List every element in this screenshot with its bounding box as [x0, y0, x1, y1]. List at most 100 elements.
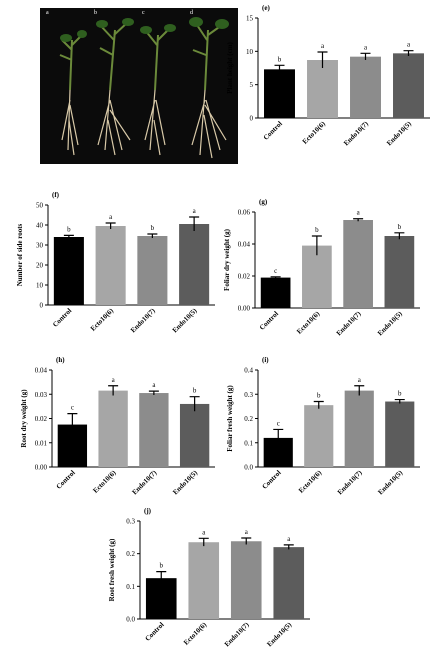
error-bar — [108, 385, 119, 396]
significance-letter: b — [67, 225, 71, 233]
error-bar — [311, 235, 322, 256]
bar — [98, 390, 128, 467]
y-tick-label: 30 — [36, 242, 44, 250]
y-tick-label: 40 — [36, 222, 44, 230]
significance-letter: a — [358, 376, 362, 384]
significance-letter: a — [287, 535, 291, 543]
photo: a b c d — [40, 8, 238, 164]
x-tick-label: Endo10(5) — [171, 306, 199, 334]
error-bar — [360, 52, 371, 60]
y-tick-label: 0.1 — [126, 583, 135, 591]
y-tick-label: 15 — [246, 15, 254, 23]
bar — [307, 60, 338, 118]
y-axis-label: Plant height (cm) — [226, 41, 234, 93]
error-bar — [283, 544, 294, 550]
bar — [179, 224, 210, 305]
error-bar — [353, 218, 364, 222]
panel-label: (e) — [262, 4, 270, 12]
x-tick-label: Endo10(5) — [376, 468, 404, 496]
bar — [260, 277, 291, 308]
error-bar — [105, 222, 116, 229]
error-bar — [354, 385, 365, 396]
error-bar — [241, 537, 252, 545]
y-tick-label: 0.04 — [35, 367, 48, 375]
y-tick-label: 0.3 — [244, 391, 253, 399]
x-tick-label: Endo10(7) — [336, 468, 364, 496]
photo-label: b — [94, 10, 97, 16]
y-axis-label: Number of side roots — [16, 223, 24, 286]
significance-letter: a — [364, 43, 368, 51]
bar — [302, 245, 332, 308]
y-tick-label: 0.03 — [35, 391, 48, 399]
significance-letter: a — [357, 209, 361, 217]
bar — [230, 541, 262, 619]
significance-letter: a — [245, 528, 249, 536]
x-tick-label: Endo10(5) — [265, 620, 293, 648]
error-bar — [270, 276, 281, 279]
y-tick-label: 0.2 — [244, 415, 253, 423]
bar — [384, 236, 415, 308]
x-tick-label: Endo10(5) — [385, 119, 413, 147]
bar — [53, 237, 84, 305]
x-tick-label: Ecto10(6) — [301, 119, 327, 145]
significance-letter: c — [71, 404, 74, 412]
bar — [344, 390, 374, 467]
significance-letter: a — [407, 41, 411, 49]
error-bar — [273, 428, 284, 447]
y-tick-label: 0.3 — [126, 518, 135, 526]
y-tick-label: 5 — [250, 81, 254, 89]
panel-label: (i) — [262, 356, 269, 364]
leaves — [60, 17, 229, 42]
error-bar — [156, 571, 167, 585]
significance-letter: a — [321, 42, 325, 50]
panel-label: (h) — [56, 356, 65, 364]
bar — [179, 403, 210, 467]
error-bar — [198, 537, 209, 547]
error-bar — [274, 64, 285, 74]
y-tick-label: 0.4 — [244, 367, 253, 375]
y-axis-label: Root fresh weight (g) — [108, 538, 116, 601]
x-tick-label: Endo10(7) — [223, 620, 251, 648]
y-tick-label: 0.1 — [244, 439, 253, 447]
y-axis-label: Foliar dry weight (g) — [223, 228, 231, 291]
x-tick-label: Endo10(5) — [376, 309, 404, 337]
x-tick-label: Control — [51, 307, 73, 329]
y-tick-label: 0.00 — [238, 305, 251, 313]
significance-letter: c — [274, 267, 277, 275]
y-axis-label: Root dry weight (g) — [20, 389, 28, 448]
y-axis-label: Foliar fresh weight (g) — [226, 385, 234, 452]
significance-letter: a — [193, 207, 197, 215]
significance-letter: b — [151, 224, 155, 232]
x-tick-label: Ecto10(6) — [295, 309, 321, 335]
error-bar — [394, 232, 405, 240]
bar — [139, 393, 169, 467]
error-bar — [63, 234, 74, 239]
x-tick-label: Endo10(7) — [342, 119, 370, 147]
x-tick-label: Control — [262, 120, 284, 142]
photo-label: a — [46, 10, 49, 16]
significance-letter: a — [109, 213, 113, 221]
photo-label: d — [190, 10, 193, 16]
x-tick-label: Endo10(7) — [129, 306, 157, 334]
y-tick-label: 0.04 — [238, 241, 251, 249]
bar — [264, 69, 295, 118]
x-tick-label: Control — [258, 310, 280, 332]
bar — [343, 220, 373, 308]
x-tick-label: Ecto10(6) — [92, 468, 118, 494]
significance-letter: b — [278, 55, 282, 63]
photo-label: c — [142, 10, 145, 16]
significance-letter: b — [398, 223, 402, 231]
significance-letter: b — [398, 390, 402, 398]
bar — [95, 226, 126, 305]
x-tick-label: Endo10(7) — [335, 309, 363, 337]
x-tick-label: Endo10(7) — [131, 468, 159, 496]
y-tick-label: 0.2 — [126, 550, 135, 558]
x-tick-label: Ecto10(6) — [297, 468, 323, 494]
error-bar — [67, 413, 78, 436]
panel-label: (f) — [52, 191, 60, 199]
x-tick-label: Control — [261, 469, 283, 491]
x-tick-label: Control — [144, 621, 166, 643]
significance-letter: b — [160, 562, 164, 570]
roots — [61, 89, 227, 159]
